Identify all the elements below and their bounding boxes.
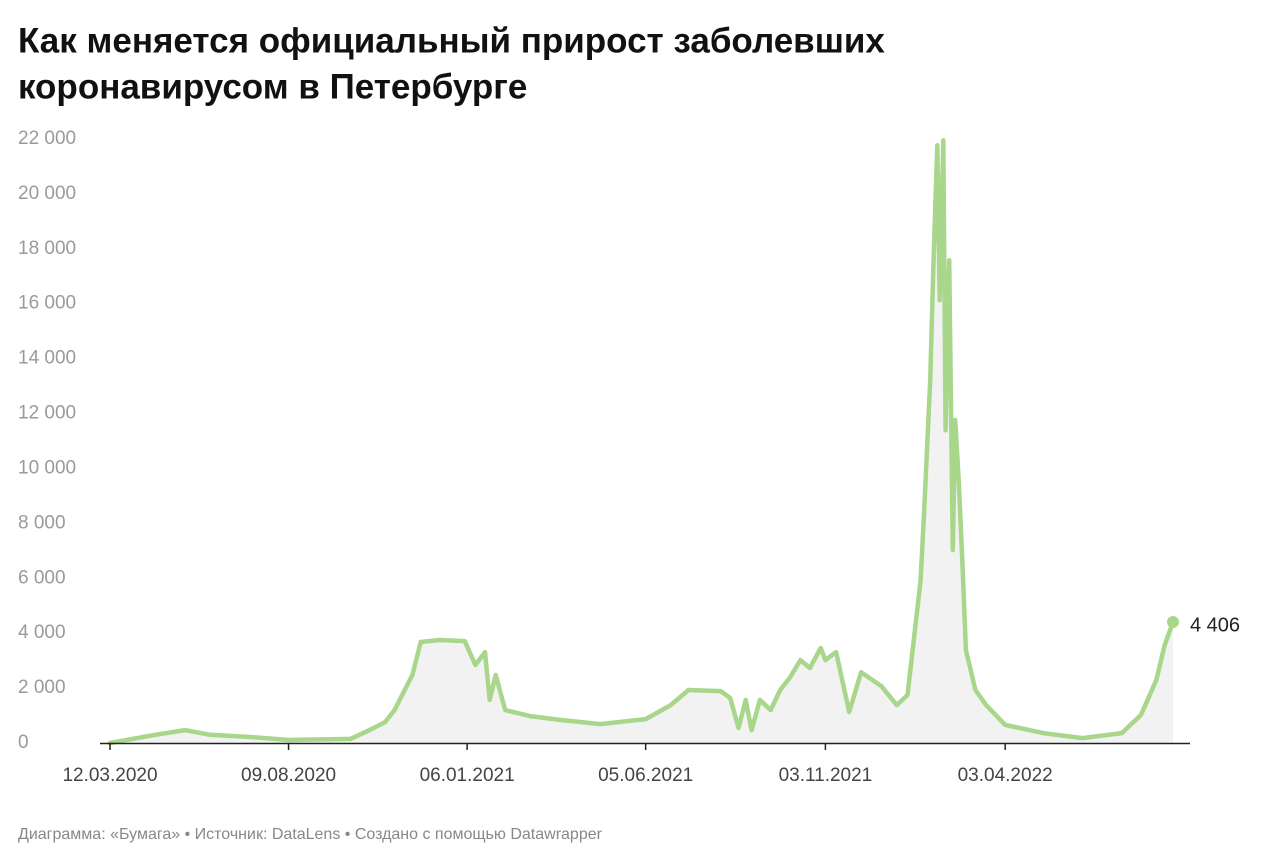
value-label: 4 406 <box>1190 614 1240 636</box>
y-tick-label: 22 000 <box>18 128 76 149</box>
y-tick-label: 18 000 <box>18 238 76 259</box>
x-tick-label: 03.04.2022 <box>958 765 1053 786</box>
chart-title: коронавирусом в Петербурге <box>18 67 527 106</box>
y-tick-label: 2 000 <box>18 677 66 698</box>
source-note: Диаграмма: «Бумага» • Источник: DataLens… <box>18 826 603 843</box>
x-tick-label: 12.03.2020 <box>62 765 157 786</box>
y-tick-label: 8 000 <box>18 512 66 533</box>
y-tick-label: 6 000 <box>18 567 66 588</box>
x-tick-label: 03.11.2021 <box>779 765 873 786</box>
x-tick-label: 09.08.2020 <box>241 765 336 786</box>
x-tick-label: 05.06.2021 <box>598 765 693 786</box>
chart-title: Как меняется официальный прирост заболев… <box>18 21 885 60</box>
end-dot <box>1167 616 1179 629</box>
line <box>107 138 1176 746</box>
area <box>110 140 1173 743</box>
y-tick-label: 0 <box>18 732 29 753</box>
y-tick-label: 14 000 <box>18 348 76 369</box>
y-tick-label: 20 000 <box>18 183 76 204</box>
y-tick-label: 16 000 <box>18 293 76 314</box>
y-tick-label: 10 000 <box>18 457 76 478</box>
y-tick-label: 4 000 <box>18 622 66 643</box>
x-tick-label: 06.01.2021 <box>420 765 515 786</box>
y-tick-label: 12 000 <box>18 403 76 424</box>
